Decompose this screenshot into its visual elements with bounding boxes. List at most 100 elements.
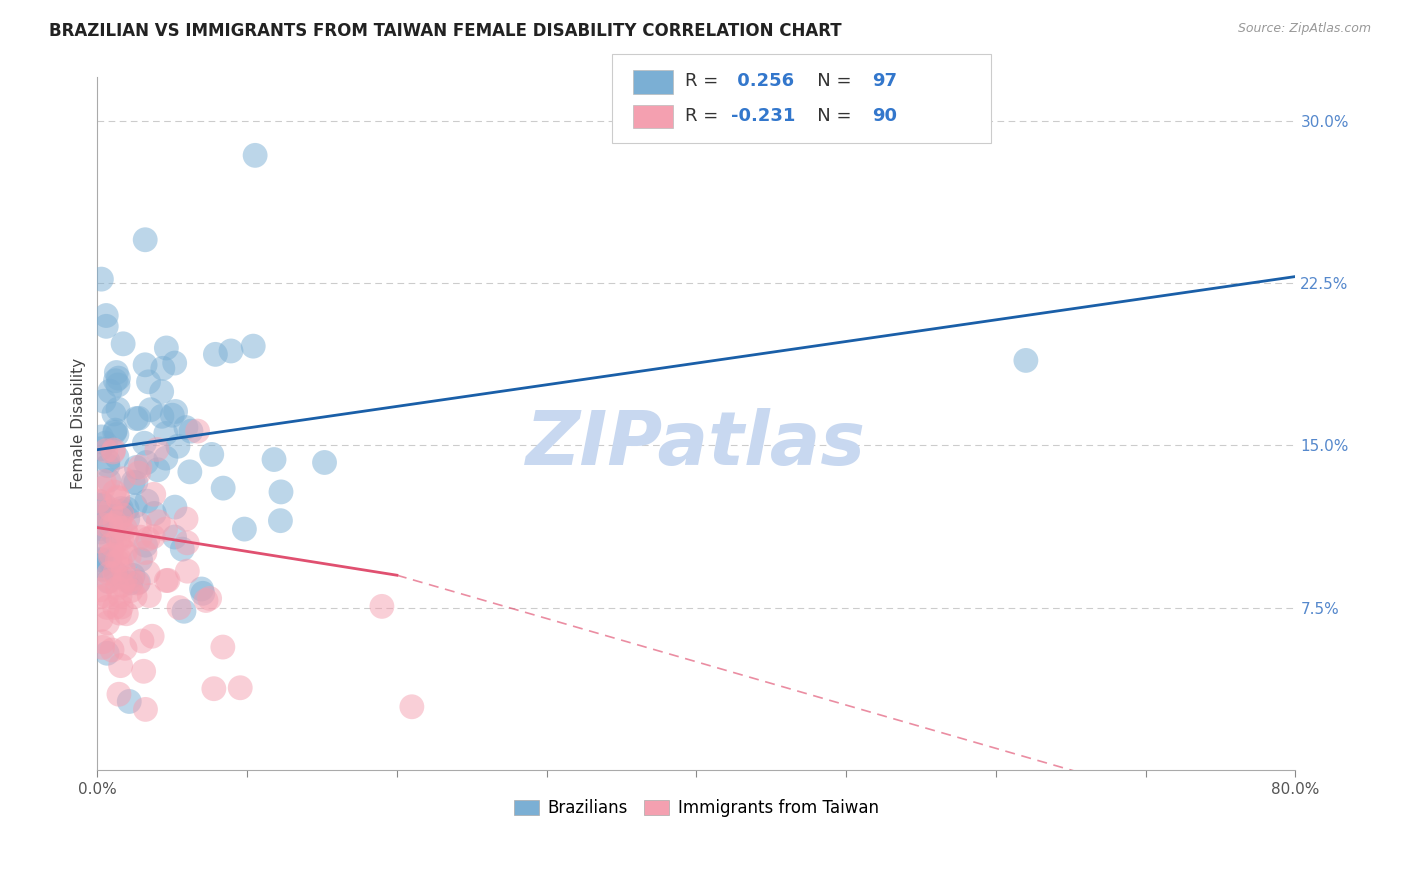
Point — [89, 495, 111, 509]
Point — [96, 309, 118, 323]
Point — [91, 481, 114, 495]
Point — [150, 409, 173, 424]
Text: -0.231: -0.231 — [731, 107, 796, 125]
Point — [129, 530, 152, 544]
Point — [94, 443, 117, 458]
Point — [91, 635, 114, 649]
Point — [125, 475, 148, 490]
Point — [163, 356, 186, 370]
Point — [155, 522, 177, 536]
Point — [93, 498, 115, 512]
Point — [150, 384, 173, 399]
Point — [105, 450, 128, 465]
Point — [138, 589, 160, 603]
Point — [111, 508, 134, 522]
Point — [129, 552, 152, 566]
Point — [118, 694, 141, 708]
Point — [89, 510, 111, 524]
Point — [110, 521, 132, 535]
Point — [115, 607, 138, 621]
Point — [135, 538, 157, 552]
Point — [89, 506, 111, 520]
Point — [110, 511, 132, 525]
Point — [269, 514, 291, 528]
Point — [100, 502, 122, 516]
Point — [97, 574, 120, 589]
Point — [155, 341, 177, 355]
Point — [125, 460, 148, 475]
Point — [110, 599, 132, 614]
Point — [242, 339, 264, 353]
Point — [100, 537, 122, 551]
Text: 97: 97 — [872, 72, 897, 90]
Point — [163, 500, 186, 515]
Point — [110, 504, 132, 518]
Point — [110, 541, 132, 555]
Point — [155, 451, 177, 466]
Point — [120, 583, 142, 598]
Point — [134, 545, 156, 559]
Point — [98, 549, 121, 563]
Point — [142, 487, 165, 501]
Point — [90, 272, 112, 286]
Point — [134, 702, 156, 716]
Point — [108, 606, 131, 620]
Point — [105, 566, 128, 581]
Point — [174, 420, 197, 434]
Point — [90, 612, 112, 626]
Point — [93, 394, 115, 409]
Point — [107, 490, 129, 504]
Point — [90, 430, 112, 444]
Text: BRAZILIAN VS IMMIGRANTS FROM TAIWAN FEMALE DISABILITY CORRELATION CHART: BRAZILIAN VS IMMIGRANTS FROM TAIWAN FEMA… — [49, 22, 842, 40]
Point — [104, 423, 127, 437]
Point — [204, 347, 226, 361]
Point — [167, 600, 190, 615]
Point — [105, 554, 128, 568]
Point — [174, 512, 197, 526]
Point — [135, 455, 157, 469]
Point — [211, 640, 233, 654]
Point — [94, 518, 117, 533]
Point — [96, 319, 118, 334]
Point — [128, 411, 150, 425]
Point — [107, 533, 129, 547]
Point — [104, 425, 127, 440]
Point — [1015, 353, 1038, 368]
Point — [104, 600, 127, 615]
Point — [115, 502, 138, 516]
Point — [194, 593, 217, 607]
Point — [96, 589, 118, 603]
Point — [148, 515, 170, 529]
Point — [138, 375, 160, 389]
Point — [89, 590, 111, 604]
Text: 90: 90 — [872, 107, 897, 125]
Point — [202, 681, 225, 696]
Point — [136, 494, 159, 508]
Text: R =: R = — [685, 107, 724, 125]
Point — [219, 343, 242, 358]
Point — [127, 575, 149, 590]
Point — [201, 447, 224, 461]
Point — [124, 590, 146, 604]
Point — [89, 582, 111, 597]
Point — [110, 508, 132, 522]
Point — [101, 643, 124, 657]
Point — [103, 407, 125, 421]
Point — [173, 604, 195, 618]
Legend: Brazilians, Immigrants from Taiwan: Brazilians, Immigrants from Taiwan — [508, 793, 886, 824]
Point — [97, 552, 120, 566]
Point — [96, 615, 118, 630]
Point — [128, 466, 150, 480]
Point — [108, 553, 131, 567]
Point — [371, 599, 394, 614]
Point — [314, 455, 336, 469]
Point — [162, 409, 184, 423]
Point — [229, 681, 252, 695]
Point — [111, 532, 134, 546]
Point — [107, 371, 129, 385]
Text: N =: N = — [800, 72, 858, 90]
Point — [136, 566, 159, 580]
Point — [155, 574, 177, 588]
Point — [163, 530, 186, 544]
Point — [187, 424, 209, 438]
